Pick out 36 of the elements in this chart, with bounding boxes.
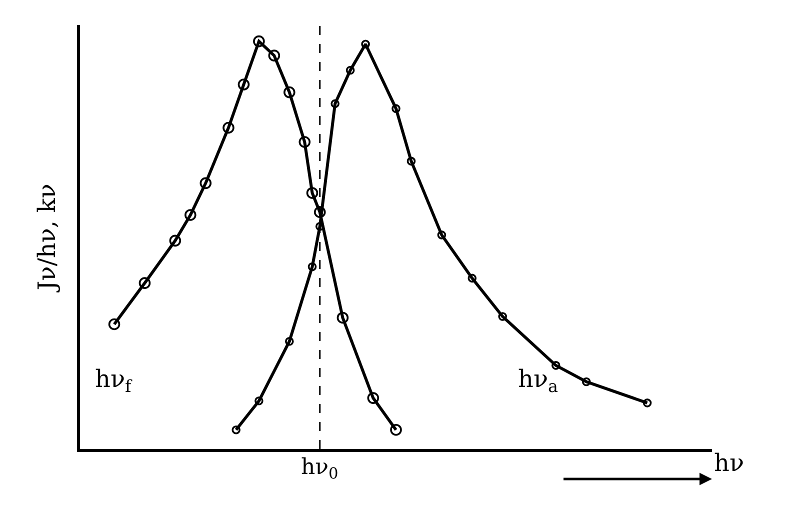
point [642,398,652,408]
point [232,425,240,434]
text: hν$_{0}$ [301,455,338,483]
point [238,78,250,90]
point [200,177,212,190]
point [498,312,507,321]
point [346,66,355,75]
point [390,424,402,436]
point [254,396,264,406]
point [284,86,296,98]
point [361,40,370,49]
point [406,156,416,166]
annotation: hν$_{a}$ [518,365,558,396]
point [314,206,326,218]
point [268,50,280,62]
point [330,99,340,108]
point [253,35,265,48]
point [308,262,317,272]
x-axis-title: hν [714,449,744,477]
point [392,104,400,113]
point [552,361,560,370]
point [184,209,196,221]
point [367,392,380,404]
point [468,274,477,283]
point [298,136,311,148]
point [306,187,318,199]
point [138,277,151,289]
point [169,234,182,247]
point [582,377,591,386]
point [108,318,120,330]
point [336,312,349,324]
point [285,336,294,346]
point [437,230,446,240]
y-axis-title: Jν/hν, kν [33,184,62,294]
annotation: hν$_{f}$ [95,365,134,396]
point [222,122,234,134]
